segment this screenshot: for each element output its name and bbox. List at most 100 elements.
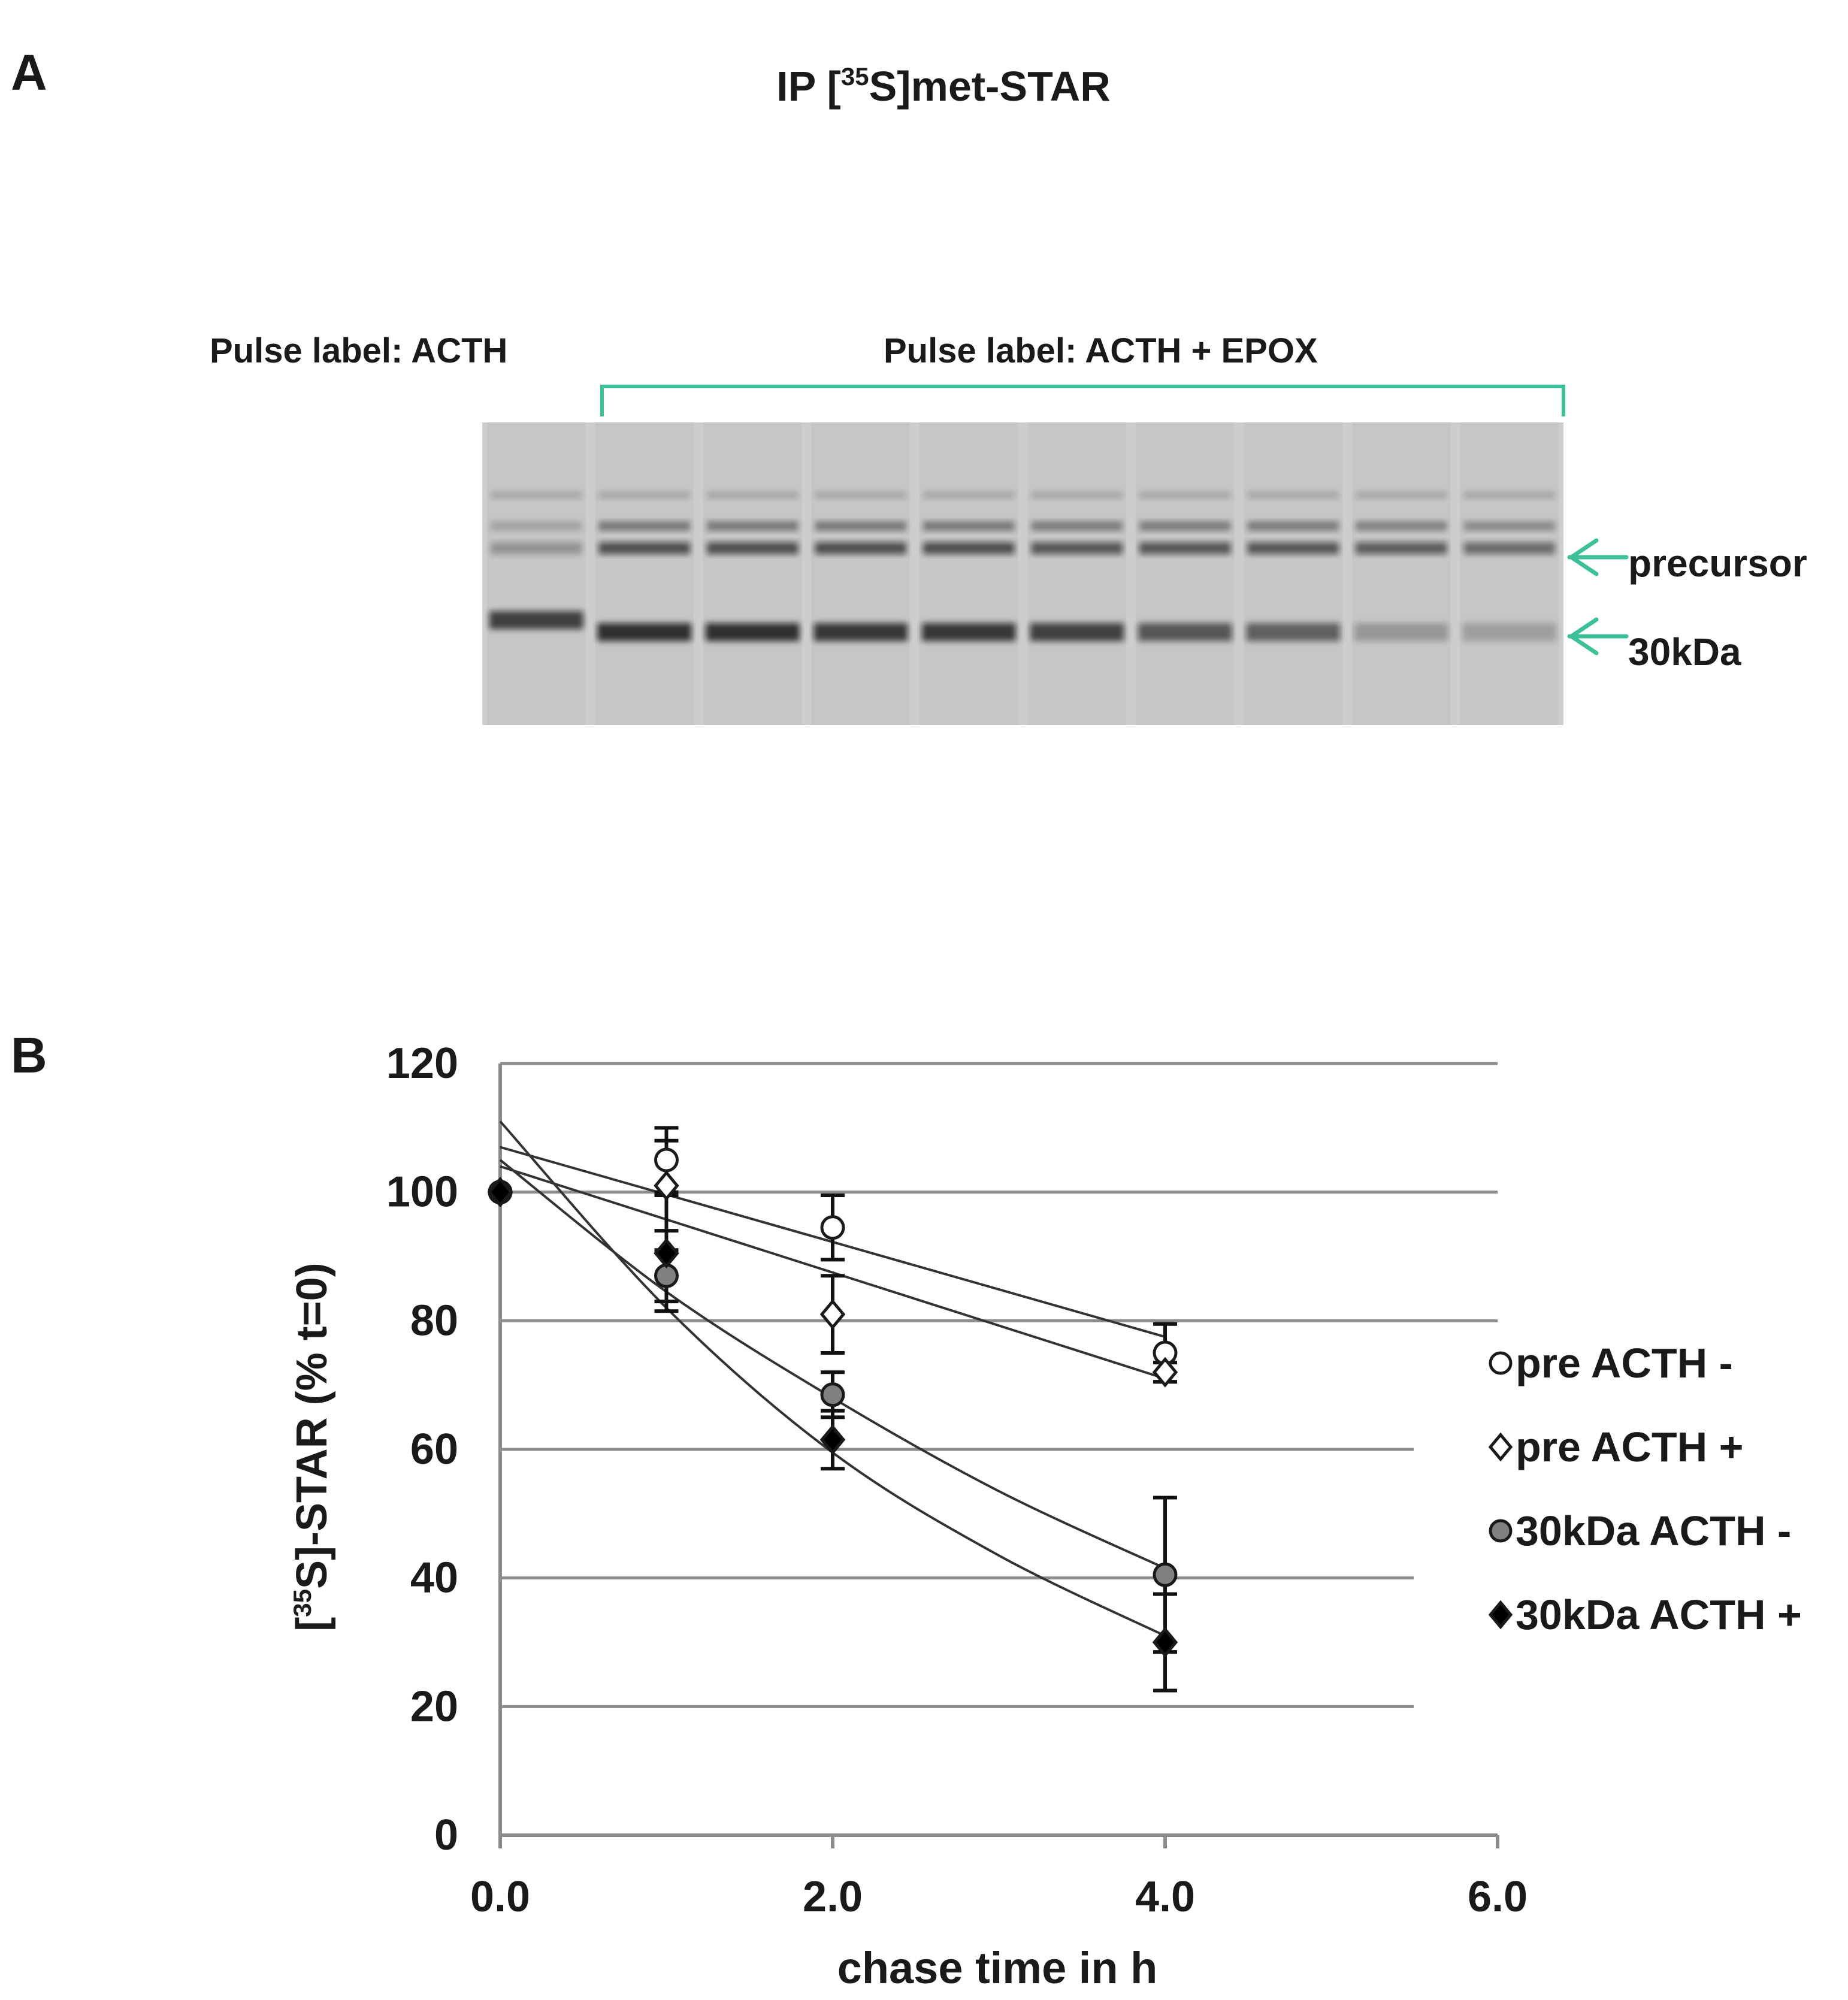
legend-marker (1488, 1432, 1513, 1462)
y-axis-title-prefix: [ (288, 1617, 336, 1632)
gel-precursor-upper-band (923, 521, 1015, 531)
gel-precursor-band (1356, 542, 1447, 554)
y-tick-label: 100 (386, 1168, 458, 1216)
chart-gridlines (500, 1062, 1498, 1708)
gel-upper-band (815, 491, 906, 499)
gel-precursor-band (598, 542, 690, 554)
y-tick-labels: 0 20 40 60 80 100 120 (386, 1040, 458, 1859)
legend-marker (1488, 1600, 1513, 1630)
gel-precursor-band (815, 542, 906, 554)
legend-label: 30kDa ACTH - (1516, 1507, 1791, 1554)
gel-precursor-upper-band (1247, 521, 1339, 531)
gel-upper-band (1356, 491, 1447, 499)
gel-lane-background (920, 422, 1018, 725)
pulse-label-acth-epox: Pulse label: ACTH + EPOX (884, 331, 1318, 370)
gel-30kda-band (1462, 623, 1556, 641)
y-tick-label: 40 (410, 1554, 458, 1602)
data-point (819, 1299, 846, 1330)
trendline (499, 1120, 1166, 1638)
pulse-label-acth: Pulse label: ACTH (210, 331, 507, 370)
y-tick-label: 20 (410, 1682, 458, 1730)
legend-entry: pre ACTH - (1489, 1340, 1733, 1386)
gel-lane (1352, 422, 1451, 725)
gel-lane (1460, 422, 1559, 725)
epox-lane-bracket (600, 385, 1565, 416)
gel-upper-band (598, 491, 690, 499)
gel-lane-background (595, 422, 694, 725)
gel-30kda-band (1030, 623, 1124, 641)
y-tick-label: 120 (386, 1040, 458, 1087)
gel-precursor-upper-band (598, 521, 690, 531)
gel-upper-band (1247, 491, 1339, 499)
data-point (1153, 1562, 1178, 1587)
precursor-arrow (1567, 538, 1629, 576)
legend-label: pre ACTH + (1516, 1424, 1744, 1470)
gel-precursor-band (1139, 542, 1231, 554)
panel-a: A IP [35S]met-STAR Pulse label: ACTH Pul… (11, 44, 1807, 725)
gel-lane (703, 422, 802, 725)
gel-precursor-upper-band (1356, 521, 1447, 531)
y-axis-title-sup: 35 (288, 1589, 316, 1617)
data-point (819, 1424, 846, 1455)
panel-b: B 0 20 40 60 80 100 120 0.0 2.0 4.0 6.0 chase tim… (11, 1027, 1802, 1993)
panel-a-title: IP [35S]met-STAR (776, 62, 1111, 110)
gel-lane-background (1352, 422, 1451, 725)
gel-lane (1136, 422, 1235, 725)
precursor-label: precursor (1628, 542, 1807, 585)
gel-lane-background (1136, 422, 1235, 725)
gel-30kda-band (1354, 623, 1448, 641)
data-point (820, 1215, 845, 1240)
gel-precursor-band (491, 542, 582, 554)
y-axis-title: [35S]-STAR (% t=0) (288, 1262, 336, 1631)
panel-a-title-suffix: S]met-STAR (869, 63, 1111, 110)
data-point (654, 1170, 679, 1201)
mature-30kda-arrow (1567, 617, 1629, 655)
gel-precursor-band (1463, 542, 1555, 554)
gel-precursor-upper-band (1139, 521, 1231, 531)
gel-lane-background (703, 422, 802, 725)
trendline (500, 1165, 1166, 1380)
gel-lane (1244, 422, 1342, 725)
legend-marker (1489, 1519, 1513, 1543)
x-axis-title: chase time in h (837, 1943, 1158, 1993)
gel-30kda-band (1246, 623, 1340, 641)
gel-upper-band (1463, 491, 1555, 499)
x-tick-label: 2.0 (803, 1873, 863, 1921)
legend-label: 30kDa ACTH + (1516, 1591, 1802, 1638)
panel-a-title-sup: 35 (841, 62, 869, 90)
gel-lane-background (1460, 422, 1559, 725)
data-markers (487, 1147, 1178, 1658)
gel-30kda-band (706, 623, 800, 641)
gel-lanes (487, 422, 1559, 725)
data-point (654, 1147, 679, 1173)
panel-b-letter: B (11, 1027, 47, 1083)
gel-lane (920, 422, 1018, 725)
legend-entry: 30kDa ACTH + (1488, 1591, 1802, 1638)
gel-30kda-band (813, 623, 908, 641)
gel-upper-band (491, 491, 582, 499)
gel-lane-background (487, 422, 586, 725)
x-tick-label: 4.0 (1135, 1873, 1195, 1921)
gel-30kda-band (489, 611, 583, 629)
gel-lane-background (811, 422, 910, 725)
gel-precursor-upper-band (1031, 521, 1123, 531)
gel-lane (811, 422, 910, 725)
x-tick-label: 6.0 (1468, 1873, 1528, 1921)
gel-precursor-upper-band (815, 521, 906, 531)
data-point (654, 1238, 679, 1269)
legend-marker (1489, 1351, 1513, 1375)
legend-entry: 30kDa ACTH - (1489, 1507, 1791, 1554)
data-point (1152, 1357, 1178, 1388)
gel-30kda-band (922, 623, 1016, 641)
gel-precursor-band (923, 542, 1015, 554)
x-tick-label: 0.0 (470, 1873, 530, 1921)
gel-precursor-band (707, 542, 799, 554)
legend-label: pre ACTH - (1516, 1340, 1733, 1386)
gel-precursor-upper-band (491, 521, 582, 531)
data-point (1152, 1627, 1178, 1658)
gel-30kda-band (1138, 623, 1232, 641)
x-tick-labels: 0.0 2.0 4.0 6.0 (470, 1873, 1528, 1921)
gel-lane (1027, 422, 1126, 725)
mature-30kda-label: 30kDa (1628, 630, 1741, 673)
panel-a-letter: A (11, 44, 47, 101)
